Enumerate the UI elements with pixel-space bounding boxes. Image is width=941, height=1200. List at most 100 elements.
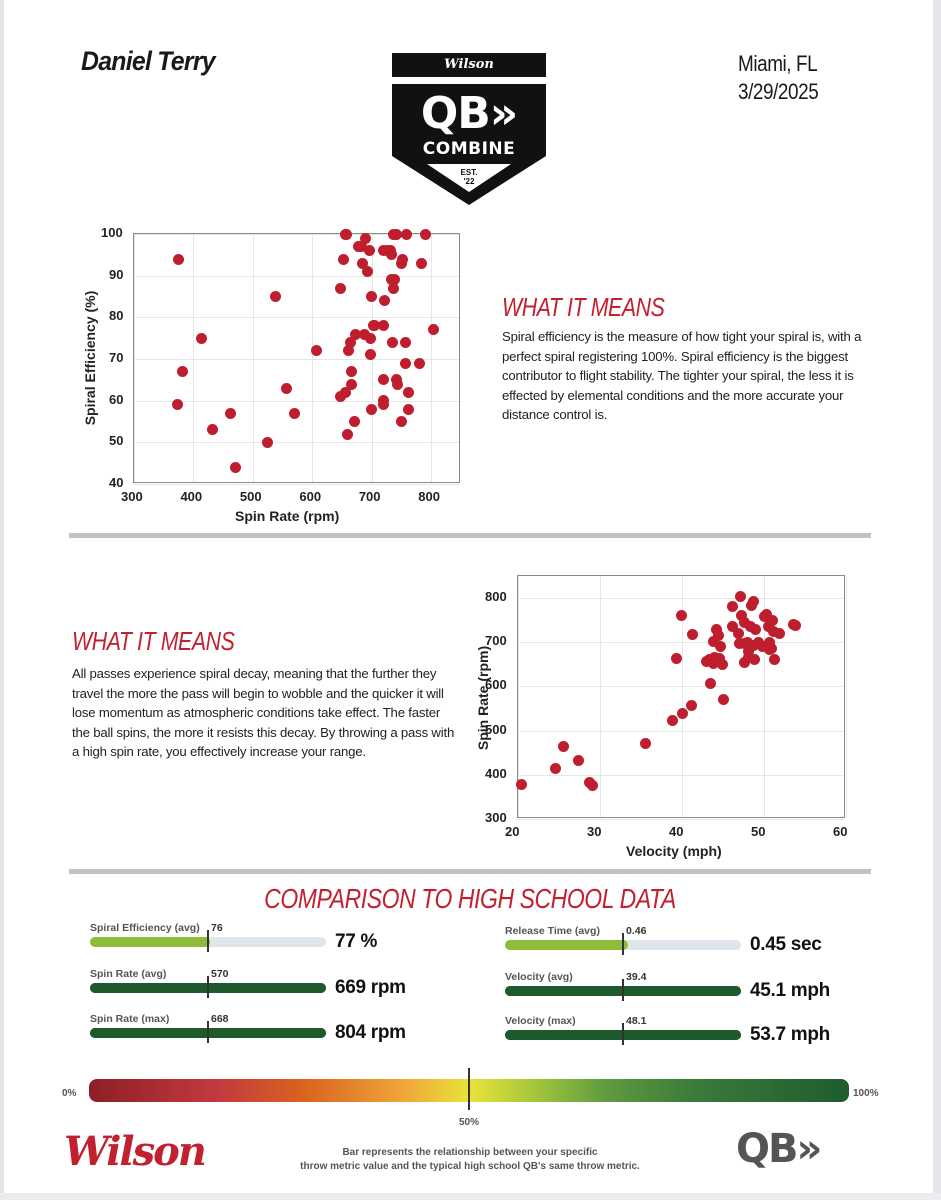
- chart1-gridline-y: [134, 275, 459, 277]
- chart1-data-point: [195, 332, 207, 344]
- badge-qbx-mark: QB»: [420, 88, 518, 139]
- chart1-gridline-y: [134, 442, 459, 444]
- chart1-data-point: [387, 336, 399, 348]
- shield-icon: [392, 84, 546, 205]
- metric-benchmark-marker: [622, 933, 624, 955]
- chart2-x-tick: 40: [669, 824, 684, 839]
- chart2-data-point: [727, 600, 739, 612]
- chart2-gridline-y: [518, 686, 844, 688]
- chart2-data-point: [733, 627, 745, 639]
- chart1-data-point: [341, 228, 353, 240]
- metric-label: Spin Rate (avg): [90, 968, 167, 980]
- chart1-data-point: [364, 332, 376, 344]
- chart1-data-point: [428, 324, 440, 336]
- section2-body: All passes experience spiral decay, mean…: [72, 666, 455, 759]
- chart2-data-point: [550, 762, 562, 774]
- chart2-gridline-y: [518, 598, 844, 600]
- chart2-data-point: [515, 779, 527, 791]
- event-location: Miami, FL: [738, 51, 818, 76]
- chart1-data-point: [173, 253, 185, 265]
- page-frame-bottom: [0, 1193, 941, 1200]
- chart2-data-point: [742, 652, 754, 664]
- chart1-y-tick: 100: [101, 225, 123, 240]
- metric-athlete-value: 53.7 mph: [750, 1024, 830, 1045]
- section-divider-1: [69, 533, 871, 538]
- chart2-x-tick: 20: [505, 824, 520, 839]
- chart1-data-point: [349, 328, 361, 340]
- metric-benchmark-value: 0.46: [626, 925, 647, 937]
- chart1-y-tick: 80: [109, 308, 124, 324]
- chart1-data-point: [176, 366, 188, 377]
- wilson-logo: Wilson: [64, 1128, 207, 1175]
- chart1-data-point: [229, 461, 241, 473]
- chart2-data-point: [736, 610, 748, 622]
- badge-est-label: EST.: [460, 168, 478, 177]
- chart1-x-tick: 600: [299, 489, 322, 504]
- comparison-metric: Release Time (avg) 0.46 0.45 sec: [505, 925, 905, 967]
- chart2-data-point: [667, 714, 679, 726]
- chart2-data-point: [762, 621, 774, 633]
- chart1-data-point: [225, 407, 237, 419]
- chart1-data-point: [402, 403, 414, 415]
- chart2-data-point: [765, 643, 777, 655]
- chart1-data-point: [387, 282, 399, 294]
- chart2-data-point: [714, 652, 726, 664]
- chart1-x-label: Spin Rate (rpm): [235, 508, 340, 524]
- chart2-data-point: [573, 754, 585, 766]
- chart1-data-point: [377, 399, 389, 411]
- chart1-data-point: [416, 257, 428, 269]
- comparison-metric: Velocity (avg) 39.4 45.1 mph: [505, 971, 905, 1013]
- badge-event: COMBINE: [422, 139, 516, 159]
- chart2-data-point: [767, 625, 779, 637]
- chart1-x-tick: 400: [180, 489, 203, 504]
- chart1-data-point: [206, 424, 218, 436]
- chart2-gridline-y: [518, 730, 844, 732]
- chart2-data-point: [685, 699, 697, 711]
- comparison-title-text: COMPARISON TO HIGH SCHOOL DATA: [264, 883, 677, 914]
- chart1-data-point: [360, 232, 372, 244]
- chart2-data-point: [707, 658, 719, 670]
- chart2-data-point: [707, 635, 719, 647]
- metric-benchmark-marker: [207, 1021, 209, 1043]
- chart2-data-point: [557, 740, 569, 752]
- athlete-name: Daniel Terry: [81, 46, 216, 76]
- chart2-x-tick: 50: [751, 824, 766, 839]
- chart2-data-point: [717, 693, 729, 705]
- metric-benchmark-value: 570: [211, 968, 229, 980]
- chart2-data-point: [748, 654, 760, 666]
- chart1-data-point: [366, 291, 378, 302]
- chart2-y-tick: 500: [485, 721, 507, 737]
- badge-est-year: '22: [463, 177, 475, 186]
- chart2-gridline-y: [518, 819, 844, 820]
- chart1-data-point: [270, 291, 281, 302]
- chart1-gridline-x: [312, 234, 314, 482]
- metric-athlete-value: 804 rpm: [335, 1022, 406, 1043]
- chart1-data-point: [171, 399, 183, 411]
- chart1-data-point: [385, 249, 397, 261]
- chart2-data-point: [750, 623, 762, 635]
- metric-benchmark-marker: [207, 976, 209, 998]
- comparison-metric: Spiral Efficiency (avg) 76 77 %: [90, 922, 490, 964]
- chart2-data-point: [687, 628, 699, 640]
- chart1-data-point: [361, 266, 373, 277]
- chart1-gridline-y: [134, 359, 459, 360]
- metric-label: Spiral Efficiency (avg): [90, 922, 200, 934]
- chart2-data-point: [789, 620, 801, 632]
- chart1-data-point: [377, 320, 389, 332]
- chart1-gridline-x: [134, 234, 135, 482]
- chart1-y-tick: 70: [109, 350, 124, 365]
- chart2-gridline-x: [846, 576, 847, 817]
- chart1-data-point: [346, 366, 358, 377]
- chart1-x-tick: 500: [239, 489, 262, 504]
- chart2-data-point: [769, 654, 781, 666]
- chart2-data-point: [764, 636, 776, 648]
- chart1-gridline-y: [134, 400, 459, 402]
- chart2-gridline-y: [518, 774, 844, 776]
- chart2-gridline-x: [518, 576, 519, 817]
- footnote-line-1: Bar represents the relationship between …: [342, 1147, 598, 1158]
- chart1-data-point: [379, 295, 391, 307]
- chart1-data-point: [401, 228, 413, 240]
- metric-benchmark-value: 668: [211, 1013, 229, 1025]
- chart2-data-point: [675, 610, 687, 622]
- chart1-gridline-y: [134, 484, 459, 485]
